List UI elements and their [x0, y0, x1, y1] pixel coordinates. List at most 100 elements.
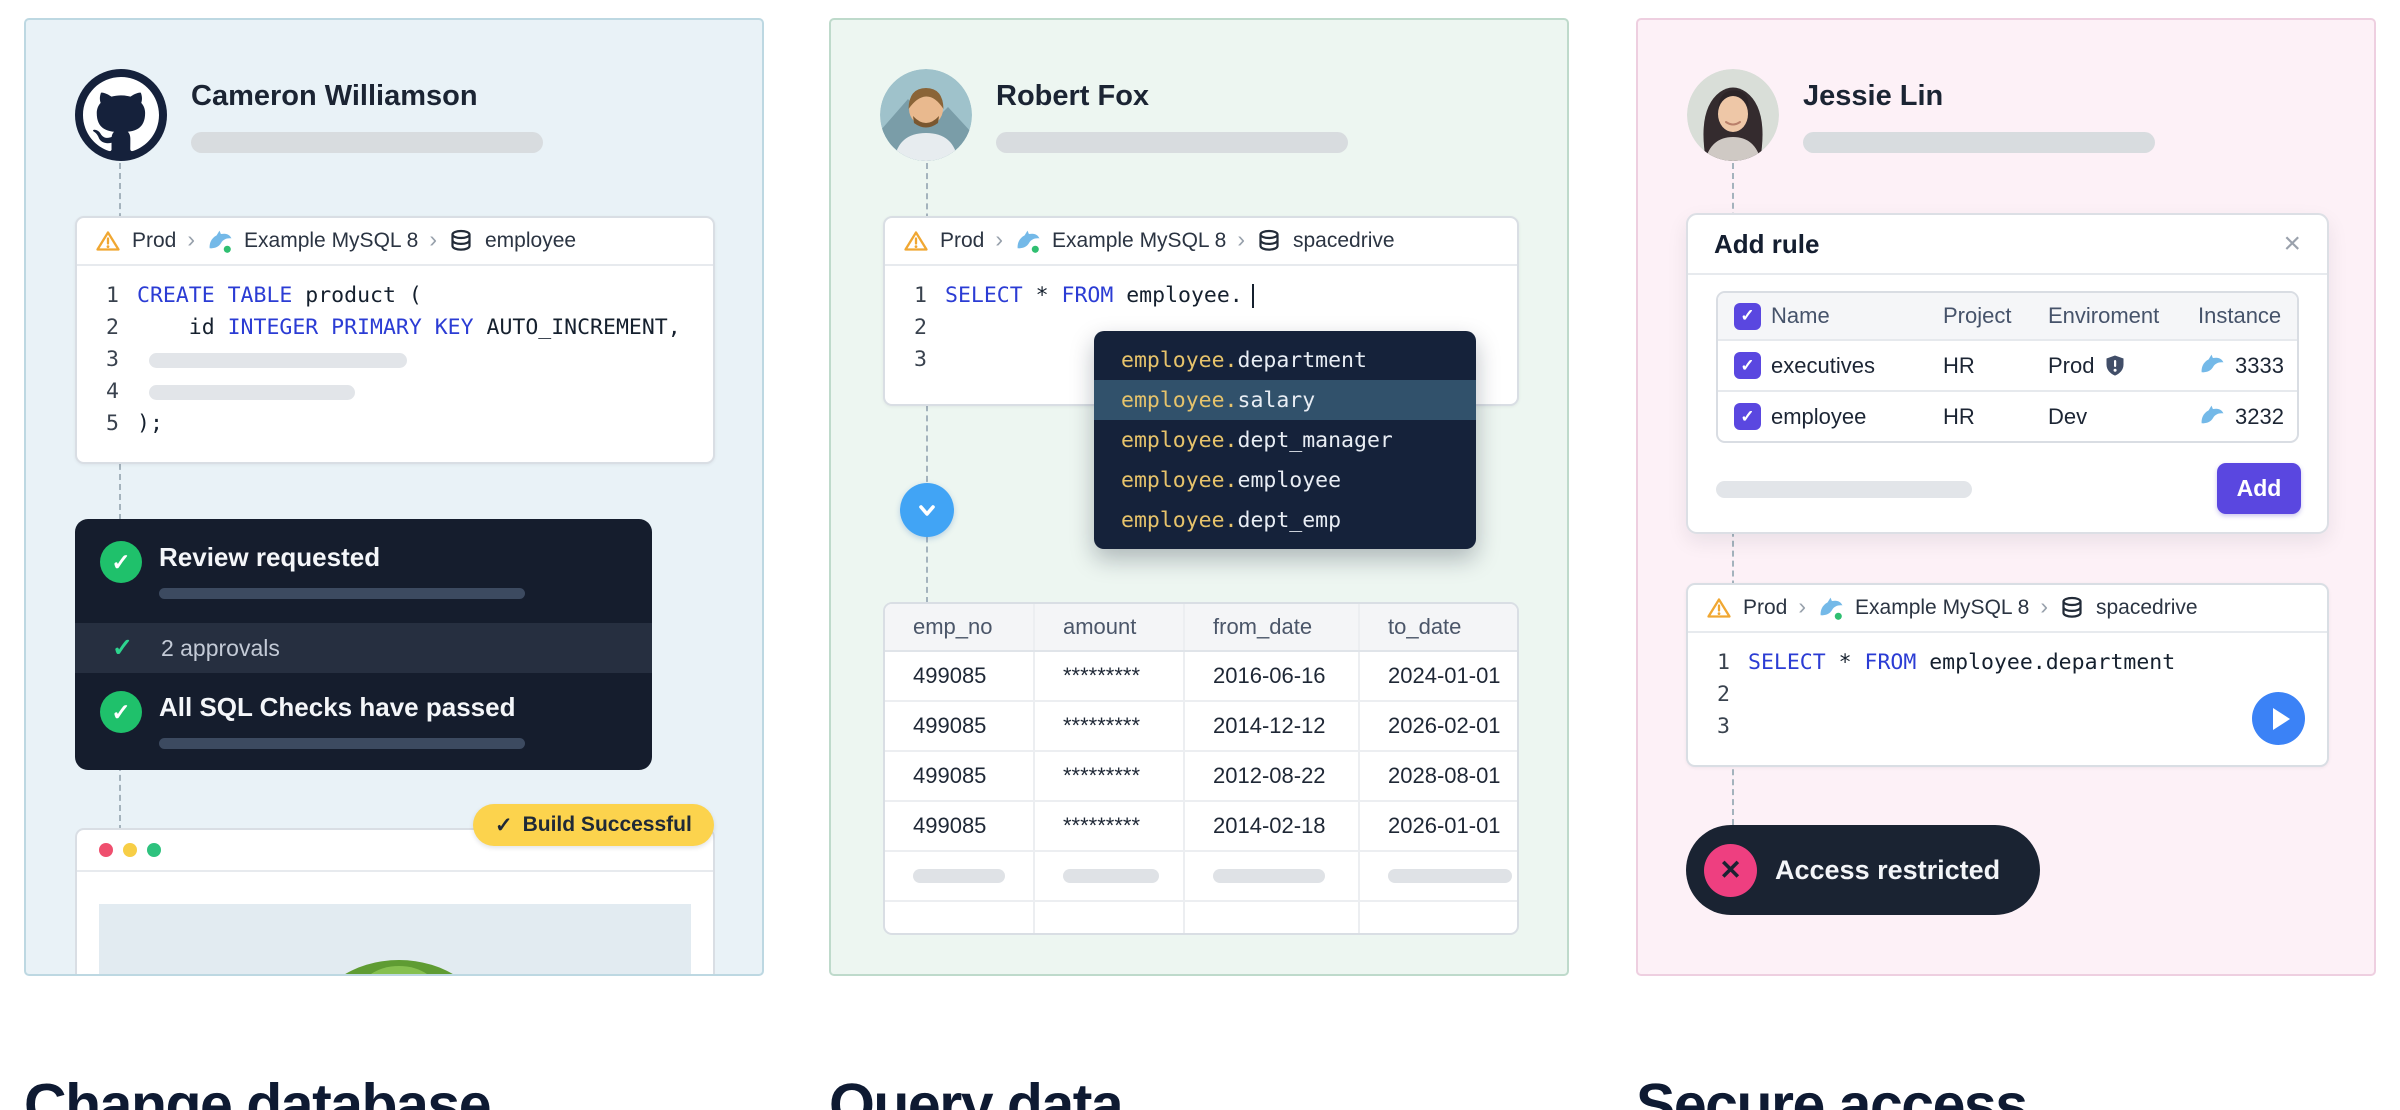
column-header[interactable]: from_date [1185, 604, 1360, 650]
rule-environment: Dev [2048, 403, 2088, 429]
line-number: 3 [1717, 714, 1730, 739]
row-checkbox[interactable]: ✓ [1734, 352, 1761, 379]
sql-keyword: SELECT [945, 283, 1023, 308]
sql-editor-panel: Prod › Example MySQL 8 › spacedrive 1 SEL… [1686, 583, 2329, 767]
line-number: 1 [914, 283, 927, 308]
sql-keyword: FROM [1061, 283, 1114, 308]
autocomplete-dropdown: employee. department employee. salary empl… [1094, 331, 1476, 549]
query-result-table: emp_no amount from_date to_date 499085 *… [883, 602, 1519, 935]
warning-triangle-icon [96, 231, 120, 251]
autocomplete-item[interactable]: employee. department [1121, 347, 1367, 373]
review-title: Review requested [159, 542, 381, 572]
table-row-skeleton [885, 852, 1517, 902]
column-header[interactable]: amount [1035, 604, 1185, 650]
approvals-row: ✓ 2 approvals [75, 623, 652, 673]
minimize-traffic-light[interactable] [123, 843, 137, 857]
website-hero-image [99, 904, 691, 974]
modal-footer-skeleton [1716, 481, 1972, 498]
card-change-database: Cameron Williamson Prod › Example MySQL … [24, 18, 764, 976]
line-number: 1 [1717, 650, 1730, 675]
autocomplete-item-selected[interactable]: employee. salary [1094, 380, 1476, 420]
row-checkbox[interactable]: ✓ [1734, 403, 1761, 430]
rule-table: ✓ Name Project Enviroment Instance ✓ exe… [1716, 291, 2299, 443]
add-button[interactable]: Add [2217, 463, 2301, 514]
table-row: 499085 ********* 2016-06-16 2024-01-01 [885, 652, 1517, 702]
breadcrumb-database[interactable]: employee [485, 229, 577, 252]
breadcrumb-environment[interactable]: Prod [1743, 596, 1788, 619]
rule-row: ✓ employee HR Dev 3232 [1718, 390, 2297, 441]
sql-text: employee. [1113, 283, 1243, 308]
user-subtitle-skeleton [996, 132, 1348, 153]
sql-text: * [1825, 650, 1865, 675]
breadcrumb-database[interactable]: spacedrive [2096, 596, 2198, 619]
line-number: 3 [106, 347, 119, 372]
github-avatar [75, 69, 167, 161]
modal-title: Add rule [1714, 228, 1820, 259]
cell-to-date: 2026-02-01 [1388, 713, 1501, 738]
select-all-checkbox[interactable]: ✓ [1734, 302, 1761, 330]
user-avatar [880, 69, 972, 161]
breadcrumb-environment[interactable]: Prod [940, 229, 985, 252]
access-restricted-toast: ✕ Access restricted [1686, 825, 2041, 915]
sql-text: employee.department [1916, 650, 2176, 675]
sql-keyword: FROM [1864, 650, 1917, 675]
cell-emp-no: 499085 [885, 802, 1035, 850]
warning-triangle-icon [1707, 598, 1731, 618]
check-circle-icon: ✓ [100, 691, 142, 733]
close-icon[interactable]: × [2283, 227, 2301, 260]
sql-editor-panel: Prod › Example MySQL 8 › employee 1 CREAT… [75, 216, 715, 464]
cell-to-date: 2026-01-01 [1388, 813, 1501, 838]
mysql-dolphin-icon [1017, 230, 1040, 253]
maximize-traffic-light[interactable] [147, 843, 161, 857]
column-header[interactable]: emp_no [885, 604, 1035, 650]
sql-text: * [1022, 283, 1062, 308]
user-name: Robert Fox [996, 80, 1150, 112]
breadcrumb-instance[interactable]: Example MySQL 8 [1855, 596, 2030, 619]
line-number: 2 [1717, 682, 1730, 707]
user-subtitle-skeleton [1803, 132, 2155, 153]
code-editor[interactable]: 1 SELECT * FROM employee. 2 3 [885, 266, 1517, 376]
breadcrumb-instance[interactable]: Example MySQL 8 [244, 229, 419, 252]
github-icon [83, 77, 159, 152]
modal-header: Add rule × [1688, 215, 2327, 275]
rule-name: employee [1771, 403, 1867, 429]
check-circle-icon: ✓ [100, 541, 142, 583]
sql-keyword: INTEGER PRIMARY KEY [227, 315, 474, 340]
autocomplete-item[interactable]: employee. employee [1121, 467, 1342, 493]
database-icon [451, 229, 471, 251]
user-name: Jessie Lin [1803, 80, 1944, 112]
card-query-data: Robert Fox Prod › Example MySQL 8 › spac… [829, 18, 1569, 976]
line-number: 1 [106, 283, 119, 308]
shield-protect-icon [2106, 355, 2124, 376]
chevron-separator: › [187, 226, 196, 252]
run-query-button[interactable] [2252, 692, 2305, 745]
breadcrumb-instance[interactable]: Example MySQL 8 [1052, 229, 1227, 252]
line-number: 4 [106, 379, 119, 404]
code-editor[interactable]: 1 SELECT * FROM employee.department 2 3 [1688, 633, 2327, 743]
scroll-down-button[interactable] [900, 483, 954, 537]
breadcrumb: Prod › Example MySQL 8 › spacedrive [1688, 585, 2327, 633]
code-editor[interactable]: 1 CREATE TABLE product ( 2 id INTEGER PRI… [77, 266, 713, 440]
cell-from-date: 2016-06-16 [1185, 652, 1360, 700]
tree-photo-illustration [99, 904, 691, 974]
breadcrumb-environment[interactable]: Prod [132, 229, 177, 252]
connector-dashed-line [119, 163, 121, 831]
card-secure-access: Jessie Lin Add rule × ✓ Name Project Env… [1636, 18, 2376, 976]
autocomplete-item[interactable]: employee. dept_emp [1121, 507, 1342, 533]
rule-project: HR [1943, 352, 1975, 378]
line-number: 5 [106, 411, 119, 436]
rule-environment: Prod [2048, 352, 2095, 378]
autocomplete-item[interactable]: employee. dept_manager [1121, 427, 1393, 453]
cell-to-date: 2028-08-01 [1388, 763, 1501, 788]
review-skeleton [159, 587, 525, 599]
check-icon: ✓ [112, 634, 133, 662]
close-traffic-light[interactable] [99, 843, 113, 857]
column-header[interactable]: to_date [1388, 614, 1462, 639]
section-title-secure-access: Secure access [1636, 1071, 2028, 1110]
sql-checks-title: All SQL Checks have passed [159, 692, 516, 722]
code-skeleton [149, 352, 407, 368]
cell-from-date: 2014-12-12 [1185, 702, 1360, 750]
breadcrumb-database[interactable]: spacedrive [1293, 229, 1395, 252]
cell-from-date: 2014-02-18 [1185, 802, 1360, 850]
